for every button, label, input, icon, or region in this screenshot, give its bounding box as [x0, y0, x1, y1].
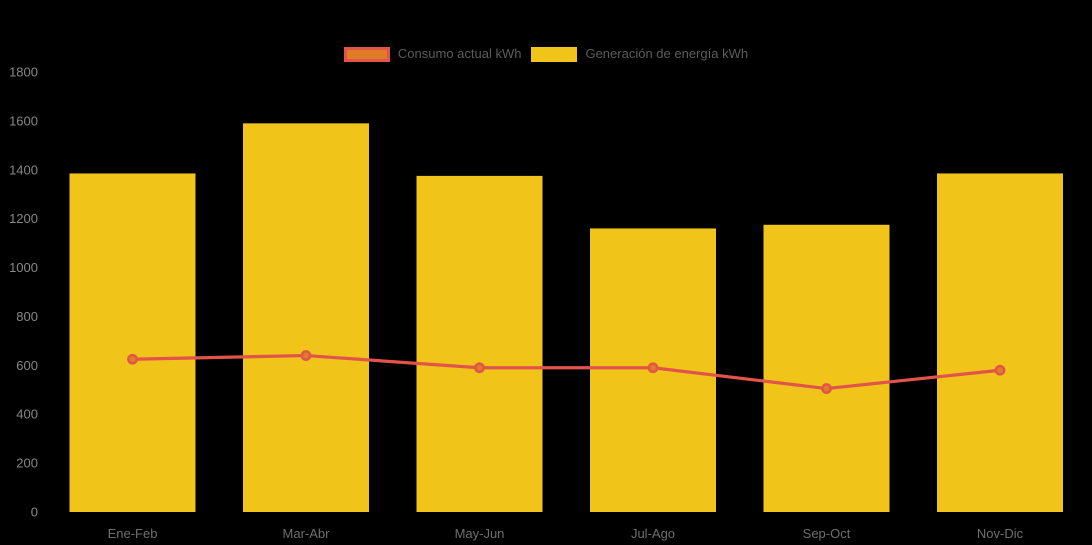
generation-bar-mar-abr	[243, 123, 369, 512]
generation-bar-nov-dic	[937, 173, 1063, 512]
legend-label-consumo: Consumo actual kWh	[397, 46, 522, 61]
consumption-point-nov-dic	[994, 364, 1006, 376]
consumption-point-jul-ago	[647, 362, 659, 374]
x-axis-category-label: Jul-Ago	[631, 526, 675, 541]
x-axis-category-label: Sep-Oct	[803, 526, 851, 541]
y-axis-tick-label: 1600	[9, 113, 38, 128]
y-axis-tick-label: 1000	[9, 260, 38, 275]
x-axis-category-label: Ene-Feb	[108, 526, 158, 541]
y-axis-tick-label: 600	[16, 358, 38, 373]
generation-bar-ene-feb	[69, 173, 196, 512]
x-axis-category-label: Nov-Dic	[977, 526, 1024, 541]
x-axis-category-label: May-Jun	[455, 526, 505, 541]
y-axis-tick-label: 1400	[9, 162, 38, 177]
y-axis-tick-label: 400	[16, 407, 38, 422]
x-axis-category-label: Mar-Abr	[283, 526, 331, 541]
y-axis-tick-label: 0	[31, 505, 38, 520]
consumption-point-mar-abr	[300, 350, 312, 361]
y-axis-tick-label: 800	[16, 309, 38, 324]
consumption-point-may-jun	[474, 362, 485, 374]
consumption-line	[132, 353, 1001, 391]
y-axis-tick-label: 200	[16, 456, 38, 471]
generation-bar-may-jun	[416, 175, 543, 512]
chart-legend: Consumo actual kWh Generación de energía…	[0, 46, 1092, 62]
legend-item-consumo-actual[interactable]: Consumo actual kWh	[343, 46, 522, 62]
legend-swatch-consumo-icon	[343, 46, 390, 62]
consumption-point-sep-oct	[821, 383, 832, 394]
consumption-point-ene-feb	[127, 353, 138, 365]
y-axis-tick-label: 1800	[9, 65, 38, 80]
legend-label-generacion: Generación de energía kWh	[585, 46, 749, 61]
legend-swatch-generacion-icon	[531, 46, 578, 62]
legend-item-generacion[interactable]: Generación de energía kWh	[531, 46, 748, 62]
generation-bar-sep-oct	[763, 224, 890, 512]
y-axis-tick-label: 1200	[9, 211, 38, 226]
